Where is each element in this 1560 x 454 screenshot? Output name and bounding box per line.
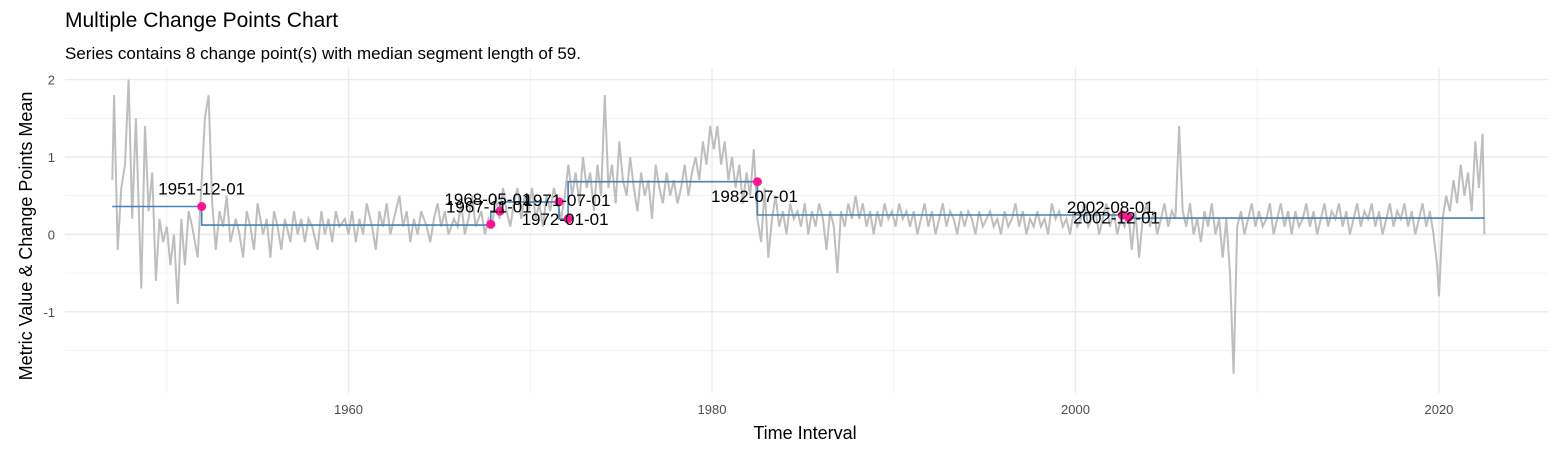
x-tick-label: 2020 <box>1424 402 1453 417</box>
change-point-label: 1972-01-01 <box>522 210 609 229</box>
change-point-label: 1968-05-01 <box>444 190 531 209</box>
chart-subtitle: Series contains 8 change point(s) with m… <box>65 44 581 63</box>
series-line <box>111 79 1486 374</box>
change-point-label: 2002-12-01 <box>1073 208 1160 227</box>
change-point-marker <box>495 206 505 216</box>
change-point-label: 1971-07-01 <box>523 191 610 210</box>
x-tick-label: 1960 <box>334 402 363 417</box>
change-point-label: 1951-12-01 <box>158 180 245 199</box>
series-line-group <box>111 79 1486 374</box>
grid-lines <box>65 68 1548 393</box>
x-tick-label: 2000 <box>1061 402 1090 417</box>
change-point-marker-group <box>197 177 1134 229</box>
change-point-label: 1982-07-01 <box>711 187 798 206</box>
x-axis-title: Time Interval <box>753 423 856 443</box>
chart-title: Multiple Change Points Chart <box>65 9 339 32</box>
change-point-marker <box>752 177 762 187</box>
change-point-label: 1967-11-01 <box>446 197 532 216</box>
x-axis-ticks: 1960 1980 2000 2020 <box>334 402 1453 417</box>
change-point-marker <box>486 219 496 229</box>
change-point-label: 2002-08-01 <box>1067 198 1154 217</box>
y-axis-ticks: -1 0 1 2 <box>43 73 55 320</box>
y-axis-title: Metric Value & Change Points Mean <box>16 92 36 381</box>
y-tick-label: 0 <box>48 227 55 242</box>
x-tick-label: 1980 <box>698 402 727 417</box>
change-point-marker <box>1124 212 1134 222</box>
y-tick-label: -1 <box>43 305 55 320</box>
y-tick-label: 2 <box>48 73 55 88</box>
change-point-label-group: 1951-12-01 1967-11-011968-05-011971-07-01… <box>158 180 1160 229</box>
change-point-marker <box>563 214 573 224</box>
change-point-marker <box>197 202 207 212</box>
change-point-marker <box>554 197 564 207</box>
y-tick-label: 1 <box>48 150 55 165</box>
